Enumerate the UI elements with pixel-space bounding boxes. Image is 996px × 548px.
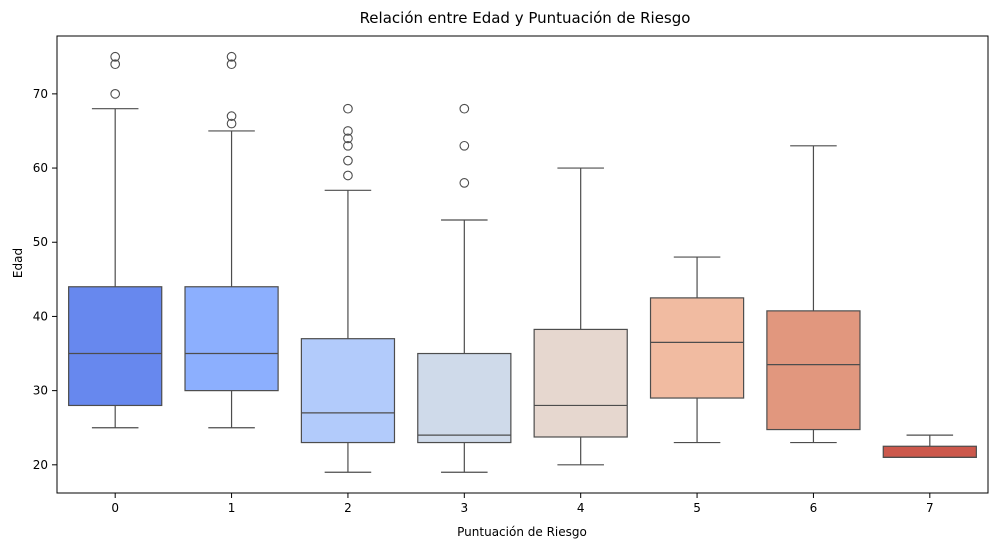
- box-2: [300, 338, 396, 444]
- outlier-point: [226, 59, 237, 70]
- box-6: [766, 310, 861, 431]
- outlier-point: [110, 89, 121, 99]
- x-tick-label: 7: [926, 501, 934, 515]
- chart-title: Relación entre Edad y Puntuación de Ries…: [360, 9, 691, 27]
- plot-area: 20 30 40 50 60 70 0 1 2 3 4 5 6 7: [33, 35, 989, 515]
- outlier-point: [343, 133, 353, 144]
- x-tick-label: 4: [577, 501, 585, 515]
- box-3: [417, 352, 512, 444]
- y-tick-label: 40: [33, 309, 48, 323]
- outlier-point: [343, 155, 353, 166]
- outlier-point: [226, 51, 237, 62]
- y-tick-label: 20: [33, 458, 48, 472]
- x-tick-label: 5: [693, 501, 701, 515]
- outlier-point: [343, 103, 353, 114]
- x-axis-label: Puntuación de Riesgo: [457, 525, 587, 539]
- box-5: [649, 297, 745, 399]
- y-tick-label: 30: [33, 384, 48, 398]
- outlier-point: [343, 170, 353, 181]
- outlier-point: [459, 140, 470, 151]
- y-tick-label: 50: [33, 235, 48, 249]
- outlier-point: [110, 51, 121, 62]
- plot-frame: [56, 35, 989, 494]
- y-tick-label: 60: [33, 161, 48, 175]
- outlier-point: [343, 126, 353, 136]
- y-tick-label: 70: [33, 87, 48, 101]
- box-0: [68, 286, 163, 407]
- x-tick-label: 6: [810, 501, 818, 515]
- outlier-point: [226, 118, 237, 129]
- x-tick-label: 3: [460, 501, 468, 515]
- outlier-point: [226, 111, 237, 121]
- box-1: [184, 286, 279, 392]
- outlier-point: [459, 178, 470, 188]
- y-axis-label: Edad: [11, 248, 25, 278]
- box-4: [533, 328, 628, 438]
- x-tick-label: 0: [111, 501, 119, 515]
- x-tick-label: 2: [344, 501, 352, 515]
- outlier-point: [343, 140, 353, 151]
- outlier-point: [459, 103, 470, 114]
- x-tick-label: 1: [228, 501, 236, 515]
- box-7: [882, 445, 977, 458]
- outlier-point: [110, 59, 121, 70]
